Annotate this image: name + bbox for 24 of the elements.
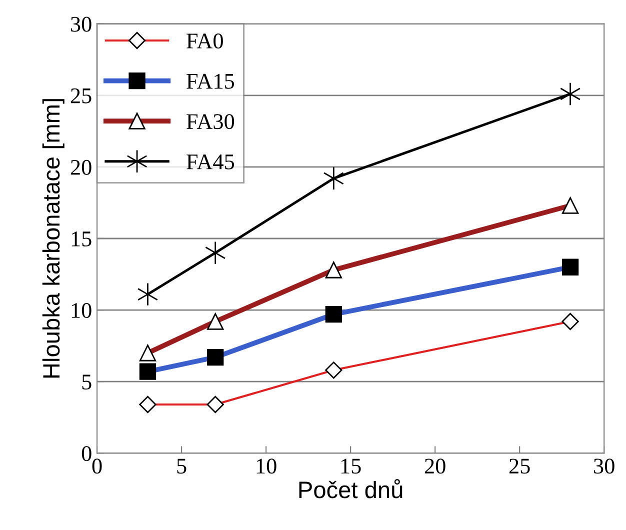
legend-label: FA15 <box>186 74 234 89</box>
point <box>323 166 344 190</box>
x-axis-title: Počet dnů <box>299 479 402 498</box>
y-tick-label: 10 <box>72 302 92 318</box>
y-axis-title: Hloubka karbonatace [mm] <box>42 99 64 378</box>
y-tick-label: 30 <box>71 16 92 32</box>
y-tick-label: 25 <box>70 88 92 104</box>
y-tick-label: 5 <box>82 374 92 390</box>
x-tick-label: 25 <box>509 458 530 474</box>
legend-label: FA45 <box>186 154 234 170</box>
x-tick-label: 30 <box>594 458 614 474</box>
point <box>560 82 581 106</box>
point <box>205 241 226 265</box>
y-tick-label: 20 <box>70 160 92 175</box>
x-tick-label: 15 <box>341 458 361 474</box>
y-tick-label: 15 <box>72 232 92 246</box>
x-tick-label: 0 <box>92 458 102 474</box>
x-tick-label: 5 <box>177 458 186 474</box>
point <box>137 282 158 306</box>
x-tick-label: 10 <box>256 458 276 474</box>
y-tick-label: 0 <box>82 446 92 462</box>
legend-label: FA0 <box>186 34 223 49</box>
x-tick-label: 20 <box>424 458 446 474</box>
legend-label: FA30 <box>186 114 234 130</box>
